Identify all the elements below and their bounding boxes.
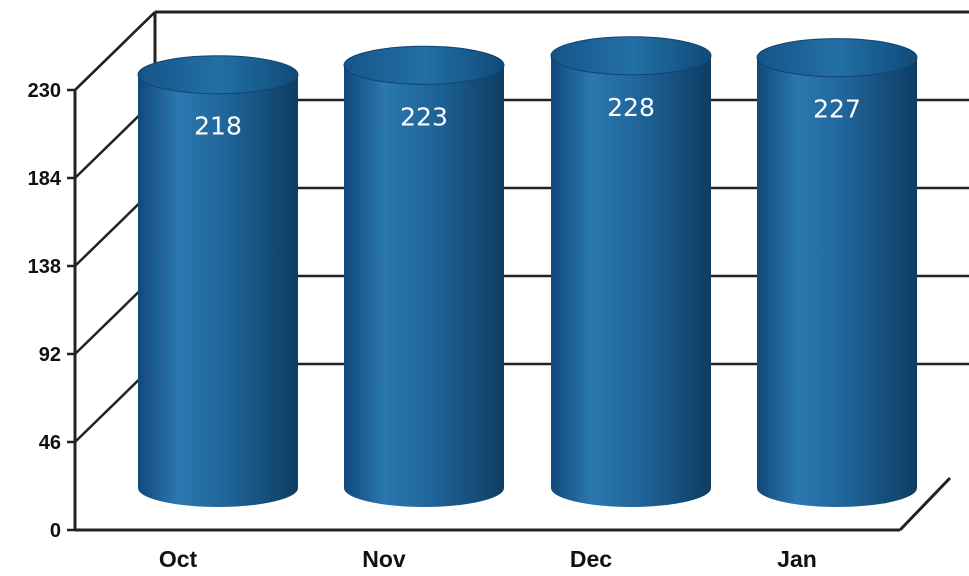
- bars: [137, 36, 918, 508]
- floor-right-edge: [898, 476, 952, 532]
- x-category-label: Dec: [570, 546, 612, 572]
- data-label: 227: [813, 95, 861, 124]
- data-label: 228: [607, 93, 655, 122]
- data-label: 223: [400, 102, 448, 131]
- gridline-side: [74, 11, 156, 91]
- bar-jan: [756, 38, 918, 508]
- bar-oct: [137, 55, 299, 507]
- bar-body: [138, 74, 298, 507]
- x-category-label: Oct: [159, 546, 198, 572]
- x-category-label: Nov: [362, 546, 406, 572]
- bar-top: [137, 55, 299, 95]
- data-label: 218: [194, 112, 242, 141]
- x-category-label: Jan: [777, 546, 817, 572]
- y-tick-label: 46: [39, 432, 61, 454]
- y-tick-label: 184: [28, 168, 62, 190]
- y-tick-label: 0: [50, 520, 61, 542]
- y-tick-label: 138: [28, 256, 61, 278]
- y-tick-label: 92: [39, 344, 61, 366]
- bar-body: [757, 57, 917, 508]
- bar-dec: [550, 36, 712, 507]
- bar-top: [756, 38, 918, 78]
- bar-body: [551, 55, 711, 507]
- bar-top: [343, 45, 505, 85]
- y-axis-ticks: 0 46 92 138 184 230: [28, 80, 75, 542]
- y-tick-label: 230: [28, 80, 61, 102]
- data-labels: 218 223 228 227: [194, 93, 861, 141]
- bar-top: [550, 36, 712, 76]
- bar-body: [344, 65, 504, 507]
- bar-nov: [343, 45, 505, 507]
- x-axis-categories: Oct Nov Dec Jan: [159, 546, 817, 572]
